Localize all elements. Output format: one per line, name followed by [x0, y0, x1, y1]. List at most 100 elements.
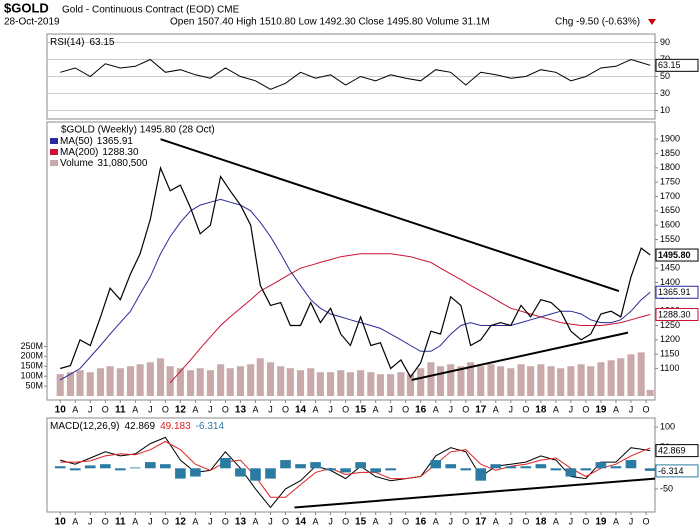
series-line	[60, 165, 651, 379]
bar	[265, 468, 276, 479]
y-tick-label: 1250	[660, 320, 680, 330]
bar	[490, 464, 502, 469]
bar	[537, 364, 545, 397]
bar	[520, 466, 532, 469]
bar	[145, 462, 156, 469]
trendline	[294, 477, 656, 509]
bar	[517, 364, 525, 397]
legend-entry: MA(200) 1288.30	[60, 147, 139, 158]
legend-entry: RSI(14) 63.15	[50, 37, 115, 48]
x-tick-label: A	[313, 516, 319, 526]
bar	[477, 366, 485, 397]
bar	[497, 366, 505, 397]
bar	[116, 368, 124, 397]
x-tick-label: A	[72, 516, 78, 526]
bar	[226, 368, 234, 397]
bar	[387, 374, 395, 397]
legend-name: Volume	[60, 158, 94, 169]
bar	[587, 366, 595, 397]
x-tick-label: J	[88, 516, 93, 526]
x-tick-label: J	[509, 404, 514, 414]
bar	[507, 368, 515, 397]
y-tick-label: 1400	[660, 277, 680, 287]
y-tick-label: 100	[660, 421, 675, 431]
panel-frame	[46, 121, 656, 401]
value-tag	[655, 464, 699, 478]
bar	[460, 468, 472, 471]
value-tag	[655, 308, 699, 322]
bar	[176, 368, 184, 397]
x-tick-label: O	[582, 404, 589, 414]
bar	[367, 372, 375, 397]
x-tick-label: 14	[295, 405, 307, 416]
bar	[157, 358, 165, 397]
x-tick-label: O	[522, 516, 529, 526]
x-tick-label: J	[268, 404, 273, 414]
legend-value: 1365.91	[97, 136, 134, 147]
x-tick-label: J	[629, 404, 634, 414]
bar	[76, 370, 84, 397]
x-tick-label: 18	[535, 405, 547, 416]
x-tick-label: O	[162, 516, 169, 526]
value-tag	[655, 285, 699, 299]
bar	[106, 366, 114, 397]
bar	[457, 366, 465, 397]
x-tick-label: O	[402, 404, 409, 414]
y-tick-label: 90	[660, 37, 670, 47]
x-tick-label: A	[553, 516, 559, 526]
y-tick-label: 1200	[660, 334, 680, 344]
bar	[129, 467, 141, 469]
bar	[550, 468, 562, 471]
value-tag	[655, 248, 699, 262]
legend-swatch	[50, 138, 58, 144]
x-tick-label: O	[282, 516, 289, 526]
legend-entry: MACD(12,26,9) 42.869 49.183 -6.314	[50, 421, 224, 432]
bar	[644, 468, 656, 471]
bar	[595, 462, 607, 469]
x-tick-label: 12	[175, 405, 187, 416]
bar	[126, 366, 135, 397]
legend-entry: Volume 31,080,500	[60, 158, 148, 169]
x-tick-label: A	[493, 516, 499, 526]
y2-tick-label: 150M	[20, 361, 43, 371]
x-tick-label: J	[148, 516, 153, 526]
trendline	[411, 331, 629, 381]
bar	[417, 368, 425, 397]
bar	[646, 389, 654, 397]
legend-value: 1288.30	[102, 147, 139, 158]
x-tick-label: A	[493, 404, 499, 414]
x-tick-label: A	[132, 516, 138, 526]
x-tick-label: O	[222, 516, 229, 526]
change: Chg -9.50 (-0.63%)	[555, 17, 640, 28]
legend-value: 31,080,500	[97, 158, 147, 169]
bar	[206, 370, 214, 397]
x-tick-label: O	[462, 404, 469, 414]
bar	[217, 364, 225, 397]
bar	[196, 368, 204, 397]
bar	[66, 372, 74, 397]
bar	[337, 370, 345, 397]
legend-name: MA(50)	[60, 136, 93, 147]
x-tick-label: 16	[415, 405, 427, 416]
value-tag-label: 63.15	[658, 60, 681, 70]
x-tick-label: 17	[475, 517, 487, 528]
x-tick-label: 14	[295, 517, 307, 528]
x-tick-label: J	[388, 516, 393, 526]
legend-swatch	[50, 149, 58, 155]
bar	[69, 468, 81, 471]
bar	[355, 462, 366, 469]
bar	[310, 462, 321, 469]
series-line	[60, 440, 651, 498]
value-tag-label: 42.869	[658, 445, 686, 455]
x-tick-label: J	[448, 404, 453, 414]
legend-entry: MA(50) 1365.91	[60, 136, 133, 147]
bar	[346, 372, 354, 397]
bar	[580, 468, 592, 471]
x-tick-label: O	[462, 516, 469, 526]
bar	[427, 362, 435, 397]
bar	[627, 354, 635, 397]
bar	[436, 366, 445, 397]
bar	[535, 464, 547, 469]
trendline	[160, 138, 620, 293]
